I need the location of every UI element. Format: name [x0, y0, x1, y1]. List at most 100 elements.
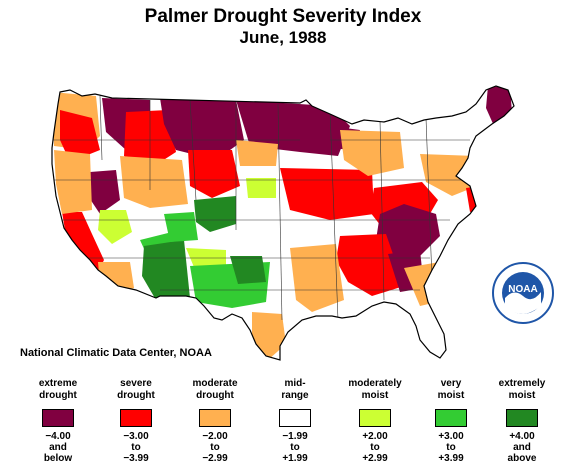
legend-label-line1: extreme — [38, 378, 78, 389]
legend-label: severe drought — [99, 378, 173, 406]
legend-item-extreme-drought: extreme drought −4.00 and below — [21, 378, 95, 464]
division-region — [340, 130, 404, 176]
legend-swatch — [435, 409, 467, 427]
legend-range-line3: +2.99 — [362, 453, 388, 464]
legend-range-line2: to — [370, 442, 380, 453]
map-title-block: Palmer Drought Severity Index June, 1988 — [0, 6, 566, 48]
legend-label-line1: extremely — [498, 378, 546, 389]
us-climate-divisions — [51, 85, 515, 361]
legend-label-line1: severe — [120, 378, 152, 389]
legend-swatch — [359, 409, 391, 427]
legend-swatch — [42, 409, 74, 427]
legend-label-line1: mid- — [284, 378, 306, 389]
legend-range-line3: above — [507, 453, 537, 464]
legend-range-line1: +2.00 — [362, 431, 388, 442]
legend-range: −1.99 to +1.99 — [258, 431, 332, 464]
map-title: Palmer Drought Severity Index — [144, 6, 422, 27]
legend-item-moderate-drought: moderate drought −2.00 to −2.99 — [178, 378, 252, 464]
legend-item-mid-range: mid- range −1.99 to +1.99 — [258, 378, 332, 464]
legend-range-line3: +1.99 — [282, 453, 308, 464]
legend-range: −3.00 to −3.99 — [99, 431, 173, 464]
legend-label: moderately moist — [338, 378, 412, 406]
division-region — [252, 312, 286, 360]
legend-swatch — [279, 409, 311, 427]
division-region — [290, 244, 344, 312]
division-region — [98, 210, 132, 244]
legend-range-line1: +4.00 — [509, 431, 535, 442]
legend-item-moderately-moist: moderately moist +2.00 to +2.99 — [338, 378, 412, 464]
credit-line: National Climatic Data Center, NOAA — [20, 347, 212, 359]
legend-label: extreme drought — [21, 378, 95, 406]
division-region — [160, 98, 244, 160]
division-region — [88, 170, 120, 214]
legend-label-line2: drought — [196, 390, 234, 401]
division-region — [194, 196, 236, 232]
division-boundary — [425, 117, 433, 281]
legend-label-line1: moderately — [348, 378, 402, 389]
legend-label: moderate drought — [178, 378, 252, 406]
division-boundary — [329, 109, 339, 321]
division-region — [54, 150, 92, 214]
legend-range-line1: −4.00 — [45, 431, 71, 442]
legend-range-line2: to — [290, 442, 300, 453]
legend-range: +2.00 to +2.99 — [338, 431, 412, 464]
legend-range-line2: to — [210, 442, 220, 453]
division-region — [188, 150, 240, 198]
division-region — [236, 140, 278, 166]
division-fills — [52, 86, 512, 360]
legend-label-line2: drought — [39, 390, 77, 401]
legend-range: +4.00 and above — [485, 431, 559, 464]
noaa-logo-wave — [505, 292, 541, 314]
map-subtitle: June, 1988 — [239, 28, 327, 47]
legend-label-line2: range — [281, 390, 309, 401]
legend-range-line1: −2.00 — [202, 431, 228, 442]
legend-item-severe-drought: severe drought −3.00 to −3.99 — [99, 378, 173, 464]
us-outline — [51, 85, 515, 361]
legend-label-line2: moist — [437, 390, 465, 401]
legend-range-line3: −3.99 — [123, 453, 149, 464]
legend-range-line1: −3.00 — [123, 431, 149, 442]
legend-range: +3.00 to +3.99 — [414, 431, 488, 464]
division-region — [60, 110, 100, 162]
legend-range-line1: −1.99 — [282, 431, 308, 442]
legend-range-line3: below — [43, 453, 73, 464]
legend-swatch — [120, 409, 152, 427]
division-region — [142, 240, 190, 300]
division-region — [336, 234, 404, 296]
division-region — [164, 212, 198, 242]
legend-range-line2: to — [446, 442, 456, 453]
division-region — [246, 178, 276, 198]
legend-range: −4.00 and below — [21, 431, 95, 464]
legend-label-line2: moist — [361, 390, 389, 401]
legend-swatch — [199, 409, 231, 427]
legend-label: extremely moist — [485, 378, 559, 406]
legend-label-line2: moist — [508, 390, 536, 401]
legend-label: very moist — [414, 378, 488, 406]
legend-label-line1: very — [440, 378, 462, 389]
division-region — [340, 316, 372, 336]
legend-range-line2: and — [49, 442, 67, 453]
legend-range-line2: to — [131, 442, 141, 453]
legend-label-line2: drought — [117, 390, 155, 401]
legend-swatch — [506, 409, 538, 427]
division-boundary — [379, 119, 385, 301]
division-region — [230, 256, 266, 284]
legend-range-line1: +3.00 — [438, 431, 464, 442]
legend-range-line2: and — [513, 442, 531, 453]
noaa-logo-text: NOAA — [508, 284, 537, 295]
division-region — [120, 156, 188, 208]
division-boundary — [99, 95, 103, 161]
legend-label-line1: moderate — [192, 378, 238, 389]
legend: extreme drought −4.00 and below severe d… — [0, 378, 566, 468]
legend-range-line3: −2.99 — [202, 453, 228, 464]
noaa-logo: NOAA — [492, 262, 554, 324]
legend-item-extremely-moist: extremely moist +4.00 and above — [485, 378, 559, 464]
division-region — [62, 212, 104, 276]
division-region — [98, 262, 134, 294]
legend-range: −2.00 to −2.99 — [178, 431, 252, 464]
legend-label: mid- range — [258, 378, 332, 406]
legend-range-line3: +3.99 — [438, 453, 464, 464]
division-boundary — [189, 99, 197, 201]
division-region — [376, 204, 440, 262]
